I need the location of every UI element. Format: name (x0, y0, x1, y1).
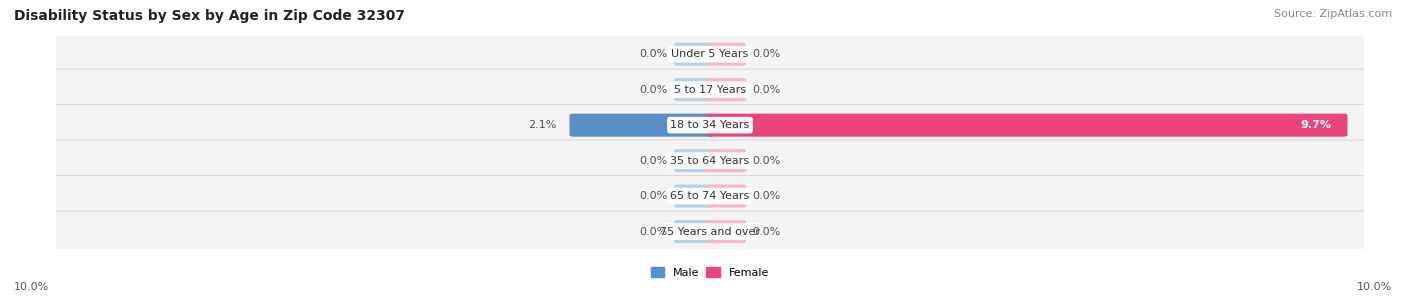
FancyBboxPatch shape (707, 78, 747, 101)
Text: 0.0%: 0.0% (752, 191, 780, 201)
FancyBboxPatch shape (51, 105, 1369, 146)
FancyBboxPatch shape (673, 43, 713, 66)
Text: 0.0%: 0.0% (752, 49, 780, 59)
Text: 0.0%: 0.0% (640, 49, 668, 59)
Text: 5 to 17 Years: 5 to 17 Years (673, 85, 747, 95)
FancyBboxPatch shape (673, 78, 713, 101)
FancyBboxPatch shape (707, 220, 747, 243)
FancyBboxPatch shape (569, 114, 713, 137)
Text: 0.0%: 0.0% (640, 85, 668, 95)
FancyBboxPatch shape (673, 185, 713, 208)
Text: 10.0%: 10.0% (1357, 282, 1392, 292)
Text: 18 to 34 Years: 18 to 34 Years (671, 120, 749, 130)
Text: 0.0%: 0.0% (640, 156, 668, 166)
Text: 9.7%: 9.7% (1301, 120, 1331, 130)
Text: 10.0%: 10.0% (14, 282, 49, 292)
Text: 0.0%: 0.0% (640, 191, 668, 201)
Text: 65 to 74 Years: 65 to 74 Years (671, 191, 749, 201)
FancyBboxPatch shape (707, 43, 747, 66)
Text: 0.0%: 0.0% (752, 85, 780, 95)
Text: 75 Years and over: 75 Years and over (659, 226, 761, 237)
FancyBboxPatch shape (51, 34, 1369, 75)
Text: 35 to 64 Years: 35 to 64 Years (671, 156, 749, 166)
Text: Source: ZipAtlas.com: Source: ZipAtlas.com (1274, 9, 1392, 19)
FancyBboxPatch shape (673, 220, 713, 243)
FancyBboxPatch shape (51, 69, 1369, 110)
FancyBboxPatch shape (51, 175, 1369, 217)
Text: 0.0%: 0.0% (752, 226, 780, 237)
FancyBboxPatch shape (51, 140, 1369, 181)
Text: Disability Status by Sex by Age in Zip Code 32307: Disability Status by Sex by Age in Zip C… (14, 9, 405, 23)
FancyBboxPatch shape (707, 149, 747, 172)
FancyBboxPatch shape (707, 185, 747, 208)
Text: Under 5 Years: Under 5 Years (672, 49, 748, 59)
Text: 0.0%: 0.0% (752, 156, 780, 166)
FancyBboxPatch shape (51, 211, 1369, 252)
Text: 2.1%: 2.1% (529, 120, 557, 130)
FancyBboxPatch shape (673, 149, 713, 172)
FancyBboxPatch shape (707, 114, 1347, 137)
Text: 0.0%: 0.0% (640, 226, 668, 237)
Legend: Male, Female: Male, Female (647, 262, 773, 282)
